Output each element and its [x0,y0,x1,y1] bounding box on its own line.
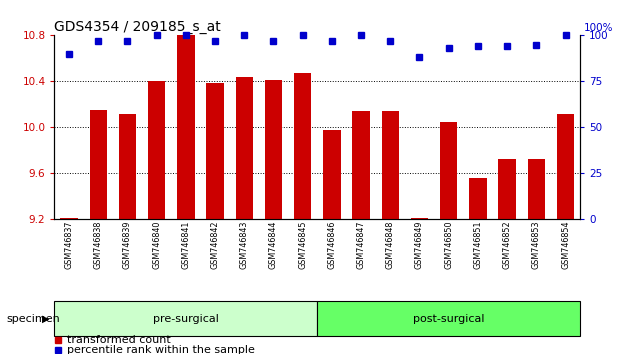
Bar [177,35,195,219]
Bar [90,110,107,219]
Text: transformed count: transformed count [67,335,171,345]
Bar [323,130,340,219]
Bar [557,114,574,219]
Bar [206,82,224,219]
Bar [235,77,253,219]
Text: post-surgical: post-surgical [413,314,485,324]
Text: 100%: 100% [585,23,614,33]
Bar [119,114,137,219]
Text: pre-surgical: pre-surgical [153,314,219,324]
Bar [440,122,458,219]
Bar [381,111,399,219]
Bar [60,218,78,219]
Text: ▶: ▶ [42,314,49,324]
Bar [294,73,312,219]
Bar [528,159,545,219]
Text: GDS4354 / 209185_s_at: GDS4354 / 209185_s_at [54,21,221,34]
Bar [265,80,282,219]
Bar [148,81,165,219]
FancyBboxPatch shape [317,301,580,336]
Bar [411,218,428,219]
Bar [353,111,370,219]
Text: specimen: specimen [6,314,60,324]
Text: percentile rank within the sample: percentile rank within the sample [67,346,255,354]
Bar [498,159,516,219]
FancyBboxPatch shape [54,301,317,336]
Bar [469,178,487,219]
